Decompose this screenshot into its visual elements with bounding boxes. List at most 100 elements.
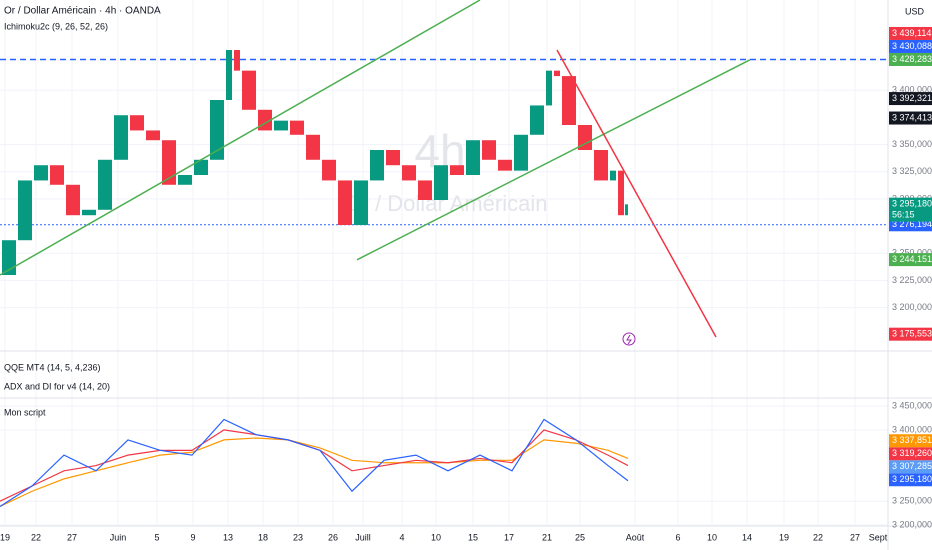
x-tick-label: 18 bbox=[258, 532, 268, 542]
candle bbox=[34, 165, 48, 181]
x-tick-label: 22 bbox=[31, 532, 41, 542]
candle bbox=[66, 184, 80, 216]
x-tick-label: 15 bbox=[468, 532, 478, 542]
y-tick-label: 3 450,000 bbox=[892, 401, 932, 411]
x-tick-label: 19 bbox=[779, 532, 789, 542]
indicator-line bbox=[0, 418, 629, 507]
candle bbox=[146, 130, 160, 141]
candle bbox=[578, 125, 592, 150]
candle bbox=[546, 70, 552, 106]
x-tick-label: Août bbox=[626, 532, 645, 542]
indicator-label: Ichimoku2c (9, 26, 52, 26) bbox=[4, 21, 108, 31]
price-label-bg bbox=[889, 197, 932, 222]
x-tick-label: 22 bbox=[813, 532, 823, 542]
y-tick-label: 3 200,000 bbox=[892, 519, 932, 529]
price-label: 3 428,283 bbox=[892, 54, 932, 64]
candle bbox=[338, 180, 352, 225]
event-icon-bolt bbox=[626, 334, 632, 345]
plot bbox=[0, 0, 888, 507]
candle bbox=[466, 140, 480, 175]
currency: USD bbox=[905, 6, 925, 16]
candle bbox=[322, 159, 336, 181]
x-tick-label: 5 bbox=[154, 532, 159, 542]
candle bbox=[82, 209, 96, 216]
candle bbox=[562, 76, 576, 125]
price-label: 3 175,553 bbox=[892, 329, 932, 339]
price-label: 3 392,321 bbox=[892, 93, 932, 103]
trendline bbox=[556, 49, 717, 338]
price-label: 3 295,180 bbox=[892, 474, 932, 484]
axis-labels: 19 22 27 Juin 5 9 13 18 23 26 Juill 4 10 15 17 21 25 Août… bbox=[0, 26, 932, 542]
x-tick-label: 17 bbox=[504, 532, 514, 542]
price-label-bg bbox=[889, 447, 932, 461]
price-label: 3 276,194 bbox=[892, 219, 932, 229]
candle bbox=[418, 180, 432, 200]
x-tick-label: 4 bbox=[399, 532, 404, 542]
x-tick-label: 9 bbox=[190, 532, 195, 542]
x-tick-label: 21 bbox=[542, 532, 552, 542]
candle bbox=[370, 150, 384, 181]
candle bbox=[226, 50, 232, 100]
y-tick-label: 3 325,000 bbox=[892, 166, 932, 176]
y-tick-label: 3 225,000 bbox=[892, 275, 932, 285]
candle bbox=[210, 100, 224, 160]
price-label-bg bbox=[889, 52, 932, 66]
x-tick-label: 6 bbox=[675, 532, 680, 542]
event-icon[interactable] bbox=[622, 332, 636, 346]
candle bbox=[114, 115, 128, 160]
x-tick-label: 27 bbox=[850, 532, 860, 542]
x-tick-label: 10 bbox=[431, 532, 441, 542]
y-tick-label: 3 350,000 bbox=[892, 139, 932, 149]
candle bbox=[50, 165, 64, 185]
price-label-bg bbox=[889, 473, 932, 487]
x-tick-label: 23 bbox=[293, 532, 303, 542]
candle bbox=[530, 105, 544, 135]
price-label-bg bbox=[889, 327, 932, 341]
price-label: 3 374,413 bbox=[892, 112, 932, 122]
price-label: 3 244,151 bbox=[892, 254, 932, 264]
symbol-title: Or / Dollar Américain · 4h · OANDA bbox=[4, 6, 161, 17]
y-tick-label: 3 250,000 bbox=[892, 248, 932, 258]
candle bbox=[234, 50, 240, 71]
price-label: 3 319,260 bbox=[892, 448, 932, 458]
price-label: 3 337,851 bbox=[892, 435, 932, 445]
candle bbox=[130, 115, 144, 131]
price-label-bg bbox=[889, 253, 932, 267]
candle bbox=[498, 159, 512, 171]
x-tick-label: 26 bbox=[328, 532, 338, 542]
candle bbox=[594, 150, 608, 181]
countdown: 56:15 bbox=[892, 210, 915, 220]
x-tick-label: 10 bbox=[707, 532, 717, 542]
candle bbox=[354, 180, 368, 225]
candle bbox=[514, 134, 528, 171]
candle bbox=[554, 70, 560, 77]
trendline bbox=[356, 59, 751, 261]
candle bbox=[98, 159, 112, 210]
candle bbox=[434, 165, 448, 200]
x-tick-label: 25 bbox=[575, 532, 585, 542]
candle bbox=[386, 150, 400, 166]
price-label-bg bbox=[889, 39, 932, 53]
candle bbox=[618, 170, 624, 216]
x-tick-label: 13 bbox=[223, 532, 233, 542]
candle bbox=[274, 120, 288, 131]
price-label-bg bbox=[889, 26, 932, 40]
x-tick-label: 14 bbox=[742, 532, 752, 542]
x-tick-label: Juill bbox=[355, 532, 371, 542]
candle bbox=[2, 240, 16, 275]
price-label-bg bbox=[889, 434, 932, 448]
candle bbox=[18, 180, 32, 241]
x-tick-label: Juin bbox=[110, 532, 127, 542]
x-tick-label: 27 bbox=[67, 532, 77, 542]
indicator-label: ADX and DI for v4 (14, 20) bbox=[4, 381, 110, 391]
price-label: 3 430,088 bbox=[892, 41, 932, 51]
price-label: 3 307,285 bbox=[892, 461, 932, 471]
candle bbox=[625, 204, 628, 216]
candle bbox=[290, 120, 304, 135]
candle bbox=[178, 175, 192, 185]
candle bbox=[482, 140, 496, 160]
candle bbox=[242, 70, 256, 110]
y-tick-label: 3 400,000 bbox=[892, 424, 932, 434]
